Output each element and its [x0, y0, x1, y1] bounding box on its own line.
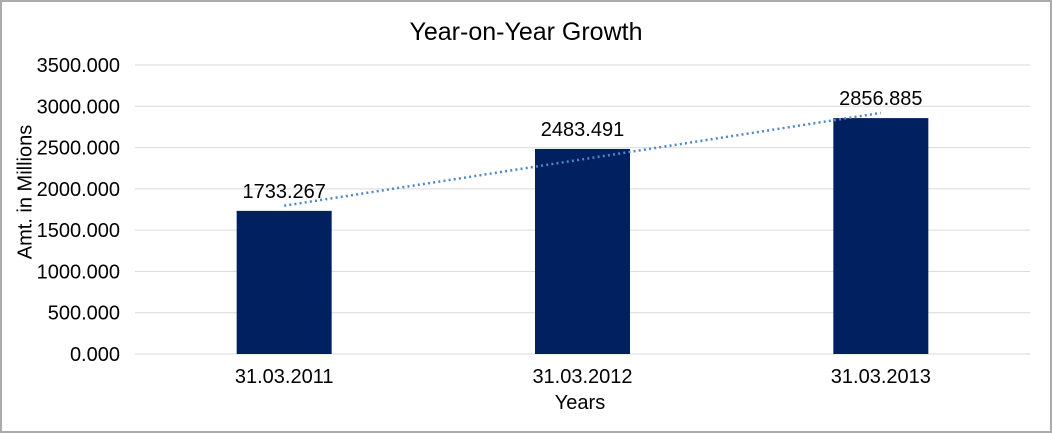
category-label: 31.03.2011: [235, 366, 334, 388]
bar: [535, 148, 630, 354]
trendline: [283, 111, 882, 207]
y-tick-label: 3000.000: [37, 96, 120, 118]
x-axis-title: Years: [554, 392, 606, 414]
category-label: 31.03.2012: [532, 366, 632, 388]
y-tick-label: 500.000: [48, 303, 120, 325]
category-label: 31.03.2013: [831, 366, 931, 388]
bar: [236, 210, 332, 354]
y-tick-label: 1500.000: [37, 220, 120, 242]
bar: [833, 118, 929, 354]
y-tick-label: 1000.000: [37, 261, 120, 283]
bar-data-label: 2483.491: [541, 119, 624, 141]
bar-data-label: 1733.267: [242, 181, 325, 203]
chart-title: Year-on-Year Growth: [409, 18, 643, 46]
y-tick-label: 0.000: [70, 344, 120, 366]
y-axis-title: Amt. in Millions: [14, 124, 37, 260]
y-tick-label: 2500.000: [37, 138, 120, 160]
bar-data-label: 2856.885: [839, 88, 922, 110]
y-tick-label: 3500.000: [37, 55, 120, 77]
y-tick-label: 2000.000: [37, 179, 120, 201]
